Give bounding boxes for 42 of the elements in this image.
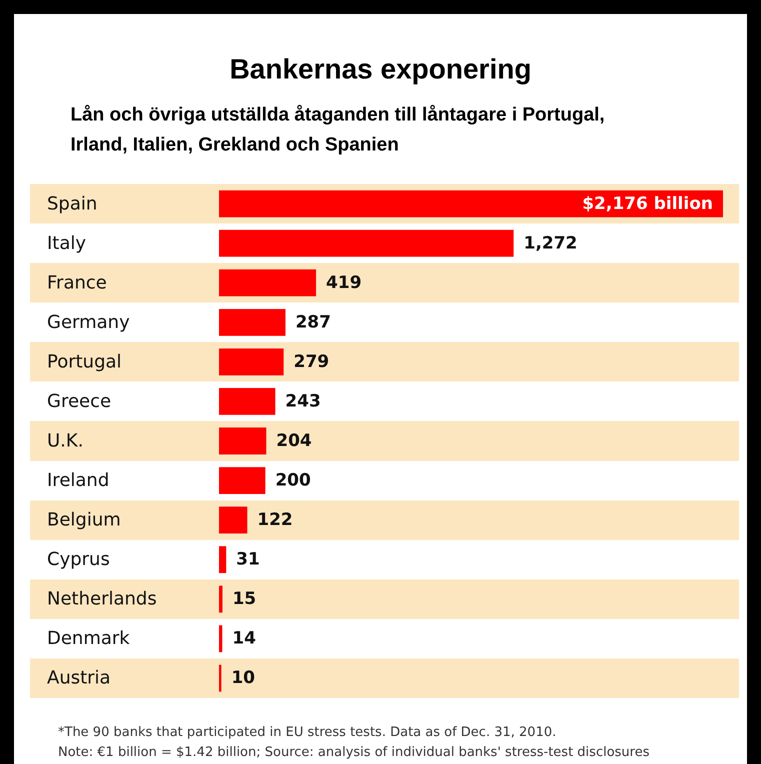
bar [219,506,248,534]
y-tick-label: Italy [47,232,86,254]
data-label: 1,272 [524,233,578,254]
text: *The 90 banks that participated in EU stress tests. Data as of Dec. 31, 2010. [58,725,556,740]
y-tick-label: Denmark [47,628,130,650]
data-label: 10 [231,668,256,688]
y-tick-label: Spain [47,193,98,214]
data-label: 243 [285,391,321,412]
bar [219,190,723,218]
y-tick-label: Austria [47,668,111,689]
bar [219,467,266,494]
bar [219,308,286,336]
data-label: 204 [276,431,312,451]
y-tick-label: France [47,272,107,294]
data-label: 14 [232,628,256,649]
y-tick-label: Greece [47,390,112,412]
data-label: 15 [232,589,256,610]
data-label: $2,176 billion [582,194,713,214]
bar [219,625,222,652]
bar [219,428,266,454]
bar [219,348,284,376]
data-label: 31 [236,550,260,570]
chart-title: Bankernas exponering [230,54,532,84]
y-tick-label: Cyprus [47,549,110,570]
data-label: 122 [257,510,293,530]
chart-subtitle: Lån och övriga utställda åtaganden till låntagare i Portugal, Irland, Italien, Grekland och Spanien [70,104,610,156]
bar [219,230,514,257]
bar [219,586,222,613]
y-tick-label: U.K. [47,430,84,452]
text: Note: €1 billion = $1.42 billion; Source: analysis of individual banks' stress-test disclosures [58,745,650,760]
bar [219,546,226,574]
bar [219,269,316,296]
y-tick-label: Germany [47,312,130,333]
data-label: 287 [295,312,331,332]
data-label: 419 [326,272,362,293]
y-tick-label: Ireland [47,470,110,492]
data-label: 200 [275,470,311,491]
bar [219,388,276,415]
y-tick-label: Portugal [47,351,122,372]
y-tick-label: Netherlands [47,588,157,610]
data-label: 279 [294,352,330,372]
y-tick-label: Belgium [47,510,121,531]
